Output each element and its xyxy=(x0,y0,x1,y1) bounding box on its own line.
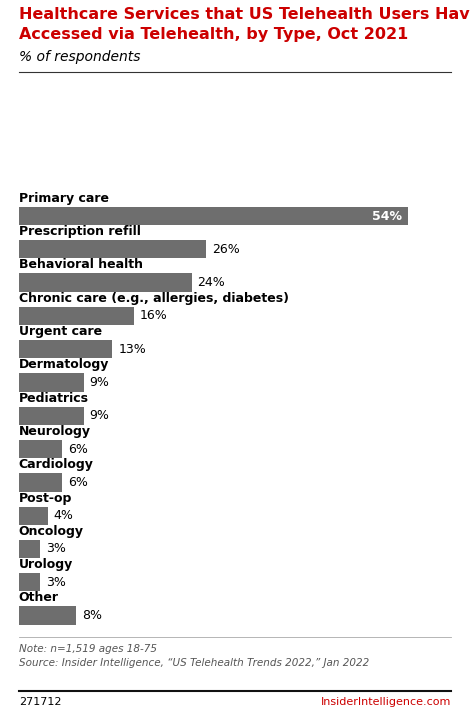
Text: Cardiology: Cardiology xyxy=(19,458,94,471)
Text: 16%: 16% xyxy=(140,310,168,323)
Text: Dermatology: Dermatology xyxy=(19,359,109,372)
Bar xyxy=(19,340,112,359)
Text: Note: n=1,519 ages 18-75
Source: Insider Intelligence, “US Telehealth Trends 202: Note: n=1,519 ages 18-75 Source: Insider… xyxy=(19,644,369,667)
Text: Healthcare Services that US Telehealth Users Have: Healthcare Services that US Telehealth U… xyxy=(19,7,470,22)
Text: 6%: 6% xyxy=(68,443,88,456)
Bar xyxy=(19,473,62,492)
Text: 54%: 54% xyxy=(372,210,402,222)
Text: 26%: 26% xyxy=(212,243,240,256)
Text: Pediatrics: Pediatrics xyxy=(19,392,89,405)
Text: 24%: 24% xyxy=(197,276,225,289)
Bar xyxy=(19,540,40,558)
Text: 13%: 13% xyxy=(118,343,146,356)
Text: Neurology: Neurology xyxy=(19,425,91,438)
Bar xyxy=(19,307,134,325)
Text: Urgent care: Urgent care xyxy=(19,325,102,338)
Bar xyxy=(19,240,206,258)
Text: Accessed via Telehealth, by Type, Oct 2021: Accessed via Telehealth, by Type, Oct 20… xyxy=(19,27,408,42)
Text: 8%: 8% xyxy=(82,609,102,622)
Bar xyxy=(19,274,192,292)
Bar xyxy=(19,573,40,591)
Text: Primary care: Primary care xyxy=(19,192,109,205)
Bar xyxy=(19,606,77,625)
Bar xyxy=(19,440,62,458)
Text: 3%: 3% xyxy=(46,542,66,555)
Text: Oncology: Oncology xyxy=(19,525,84,538)
Text: 4%: 4% xyxy=(54,509,73,522)
Text: InsiderIntelligence.com: InsiderIntelligence.com xyxy=(321,697,451,707)
Text: Chronic care (e.g., allergies, diabetes): Chronic care (e.g., allergies, diabetes) xyxy=(19,292,289,305)
Text: Prescription refill: Prescription refill xyxy=(19,225,141,238)
Bar xyxy=(19,207,408,225)
Text: 271712: 271712 xyxy=(19,697,61,707)
Text: Behavioral health: Behavioral health xyxy=(19,258,143,271)
Text: % of respondents: % of respondents xyxy=(19,50,141,64)
Bar xyxy=(19,507,47,525)
Text: Urology: Urology xyxy=(19,558,73,571)
Bar xyxy=(19,374,84,392)
Text: Other: Other xyxy=(19,591,59,604)
Bar xyxy=(19,407,84,425)
Text: 3%: 3% xyxy=(46,576,66,589)
Text: Post-op: Post-op xyxy=(19,492,72,505)
Text: 9%: 9% xyxy=(89,376,110,389)
Text: 9%: 9% xyxy=(89,409,110,423)
Text: 6%: 6% xyxy=(68,476,88,489)
